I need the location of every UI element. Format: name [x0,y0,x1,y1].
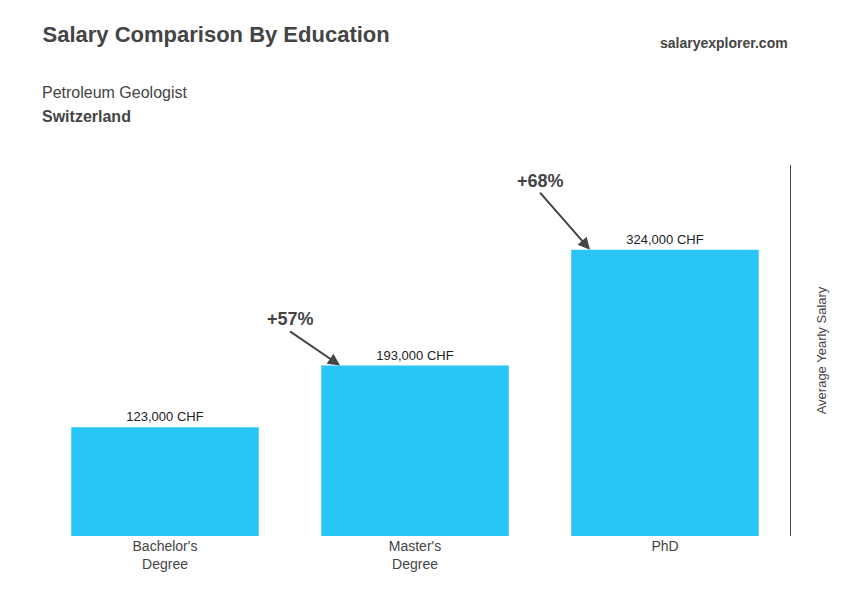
svg-text:Switzerland: Switzerland [42,108,131,125]
svg-text:Master'sDegree: Master'sDegree [389,538,441,572]
svg-text:PhD: PhD [651,538,678,554]
svg-text:Bachelor'sDegree: Bachelor'sDegree [133,538,198,572]
svg-text:salaryexplorer.com: salaryexplorer.com [660,35,788,51]
svg-text:193,000 CHF: 193,000 CHF [376,348,453,363]
svg-text:Petroleum Geologist: Petroleum Geologist [42,84,188,101]
svg-text:123,000 CHF: 123,000 CHF [126,409,203,424]
svg-text:Salary Comparison By Education: Salary Comparison By Education [43,22,390,47]
svg-text:324,000 CHF: 324,000 CHF [626,232,703,247]
svg-text:+57%: +57% [267,309,314,329]
svg-text:+68%: +68% [517,171,564,191]
svg-text:Average Yearly Salary: Average Yearly Salary [814,286,829,414]
